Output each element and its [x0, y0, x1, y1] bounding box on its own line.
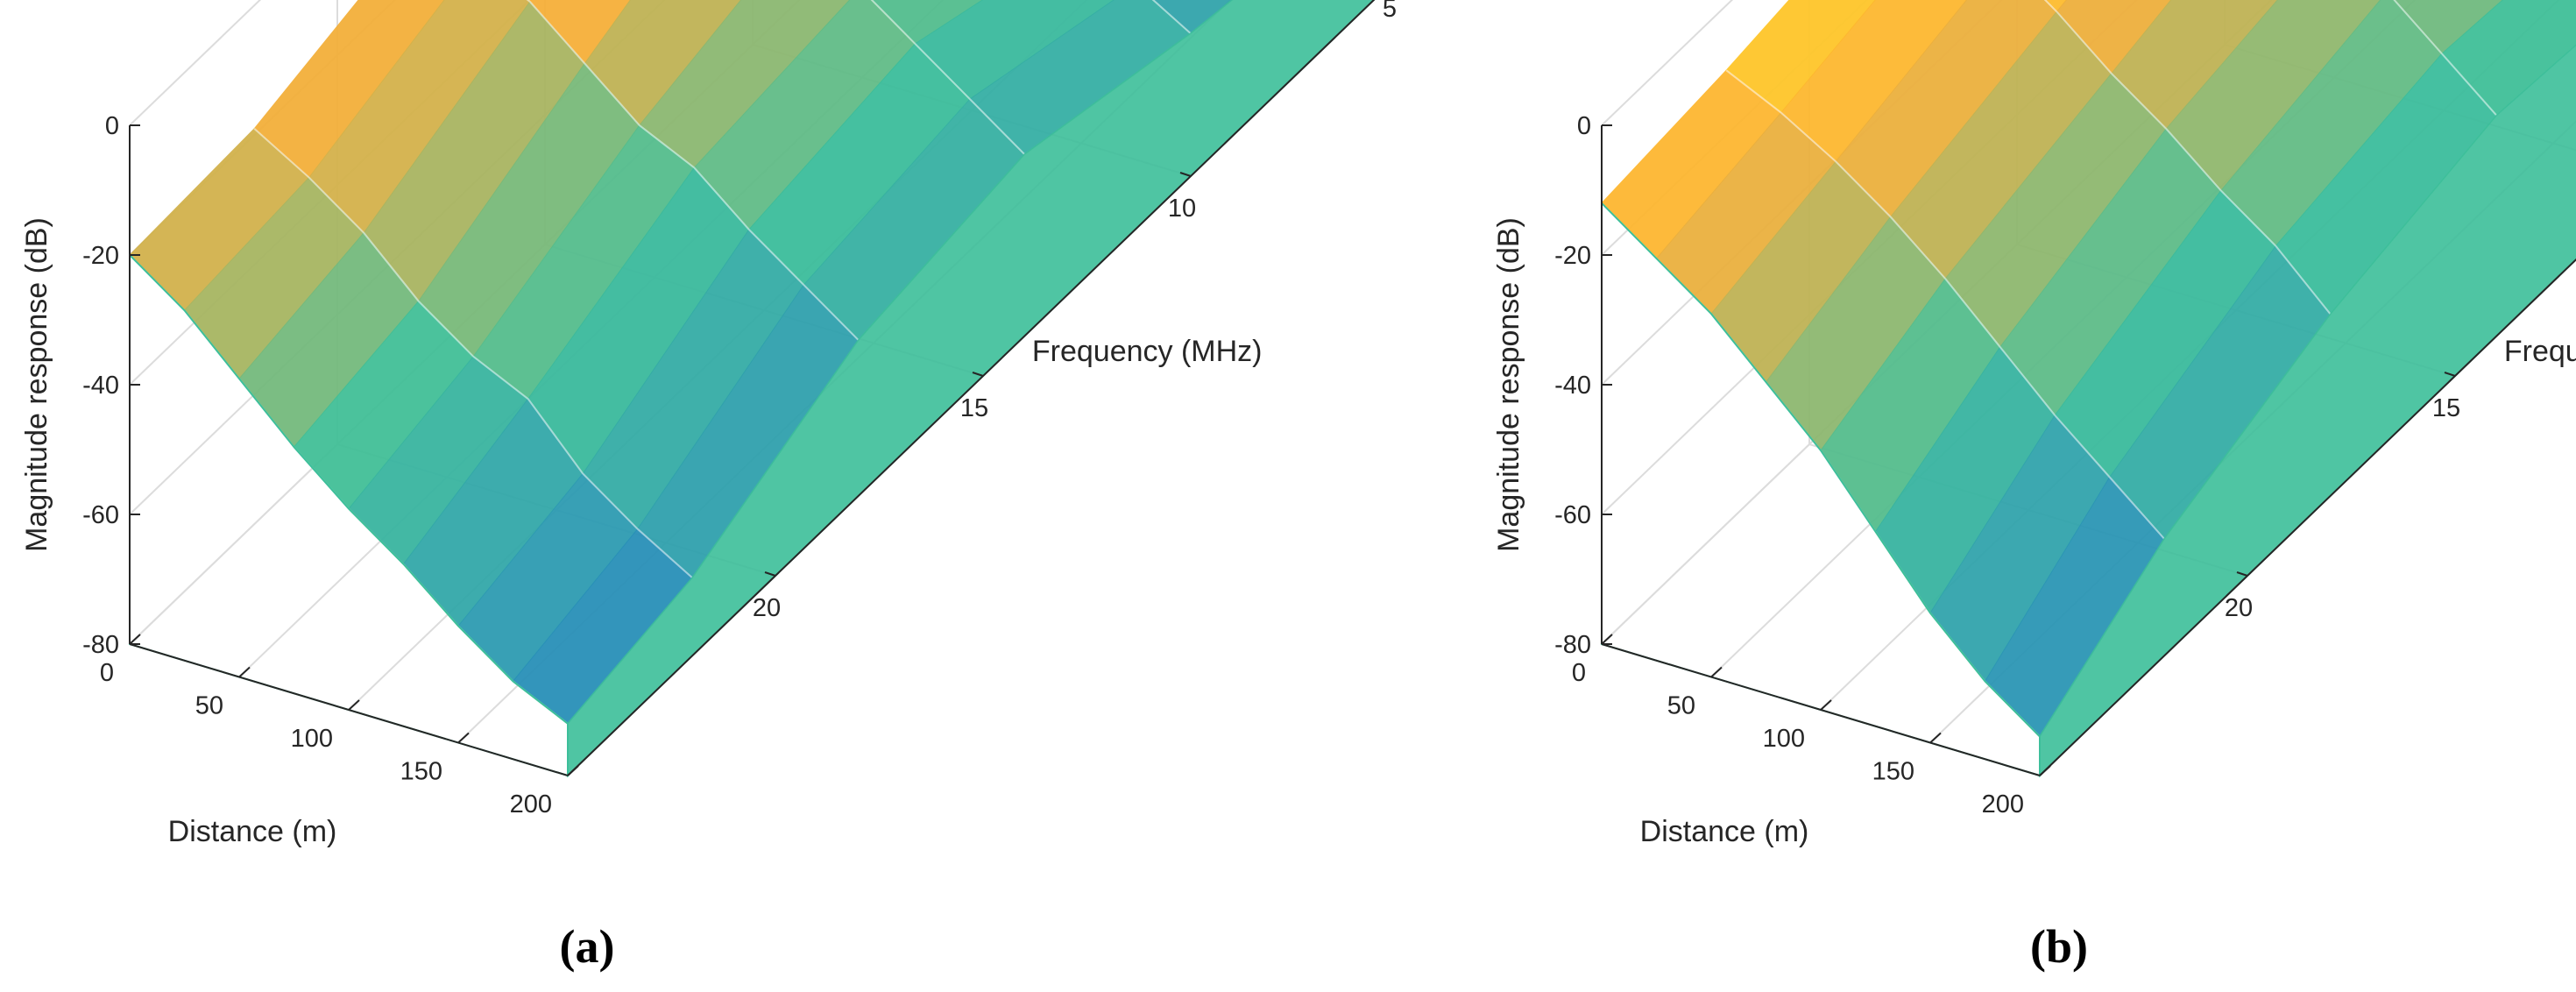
- axes: 0-20-40-60-800501001502005101520Magnitud…: [20, 0, 1397, 848]
- axes: 0-20-40-60-800501001502005101520Magnitud…: [1492, 112, 2576, 848]
- distance-axis-label: Distance (m): [1640, 815, 1809, 848]
- distance-tick-label: 200: [510, 790, 552, 818]
- distance-tick-label: 50: [195, 692, 223, 720]
- z-tick-label: 0: [1577, 112, 1591, 140]
- frequency-tick-label: 15: [2432, 394, 2460, 422]
- z-tick-label: -80: [82, 631, 119, 659]
- distance-tick-label: 0: [100, 659, 114, 687]
- frequency-tick-label: 15: [960, 394, 988, 422]
- z-tick-label: -40: [1554, 372, 1591, 400]
- z-tick-label: -20: [82, 242, 119, 270]
- frequency-tick-label: 5: [1383, 0, 1397, 23]
- z-axis-label: Magnitude response (dB): [20, 217, 53, 552]
- distance-tick-label: 100: [1763, 725, 1805, 753]
- distance-tick-label: 150: [400, 758, 442, 786]
- frequency-tick: [2444, 372, 2456, 377]
- distance-tick-label: 100: [291, 725, 333, 753]
- frequency-tick-label: 10: [1168, 195, 1196, 223]
- distance-tick: [1601, 634, 1613, 645]
- distance-tick-label: 50: [1667, 692, 1695, 720]
- frequency-tick: [1179, 172, 1192, 177]
- panel-b: 0-20-40-60-800501001502005101520Magnitud…: [1492, 0, 2576, 973]
- distance-tick: [1710, 666, 1723, 678]
- z-tick-label: -20: [1554, 242, 1591, 270]
- frequency-tick: [2236, 571, 2248, 577]
- z-tick-label: -60: [82, 501, 119, 529]
- series-line: [526, 0, 860, 341]
- surface: [129, 0, 1376, 778]
- distance-tick: [129, 634, 141, 645]
- frequency-tick-label: 20: [753, 594, 781, 622]
- z-tick-label: -40: [82, 372, 119, 400]
- distance-axis-label: Distance (m): [168, 815, 337, 848]
- distance-tick: [1929, 732, 1942, 744]
- series-line: [2043, 0, 2332, 315]
- z-tick-label: 0: [105, 112, 119, 140]
- distance-tick: [567, 765, 579, 776]
- z-tick-label: -60: [1554, 501, 1591, 529]
- distance-tick: [348, 699, 360, 711]
- series-line: [870, 0, 1026, 155]
- distance-tick-label: 150: [1872, 758, 1914, 786]
- panel-label: (a): [560, 920, 615, 973]
- frequency-tick-label: 20: [2225, 594, 2253, 622]
- distance-tick: [238, 666, 251, 678]
- panel-a: 0-20-40-60-800501001502005101520Magnitud…: [20, 0, 1397, 973]
- frequency-tick: [764, 571, 776, 577]
- distance-tick: [2039, 765, 2051, 776]
- distance-tick: [457, 732, 470, 744]
- distance-tick-label: 0: [1572, 659, 1586, 687]
- frequency-axis-label: Frequency (MHz): [1032, 335, 1263, 368]
- series-line: [253, 128, 693, 579]
- distance-tick-label: 200: [1982, 790, 2024, 818]
- frequency-axis-label: Frequency (MHz): [2504, 335, 2576, 368]
- surface: [1601, 0, 2576, 778]
- frequency-tick: [972, 372, 984, 377]
- frequency-axis-line: [2039, 258, 2576, 776]
- frequency-axis-line: [567, 0, 1376, 776]
- panel-label: (b): [2030, 920, 2088, 973]
- series-line: [1725, 69, 2165, 540]
- series-line: [2393, 0, 2498, 117]
- z-tick-label: -80: [1554, 631, 1591, 659]
- z-axis-label: Magnitude response (dB): [1492, 217, 1525, 552]
- distance-tick: [1820, 699, 1832, 711]
